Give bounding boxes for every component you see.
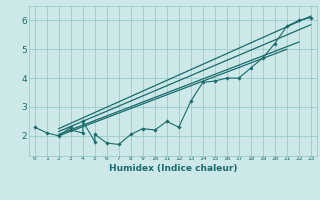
X-axis label: Humidex (Indice chaleur): Humidex (Indice chaleur) — [108, 164, 237, 173]
